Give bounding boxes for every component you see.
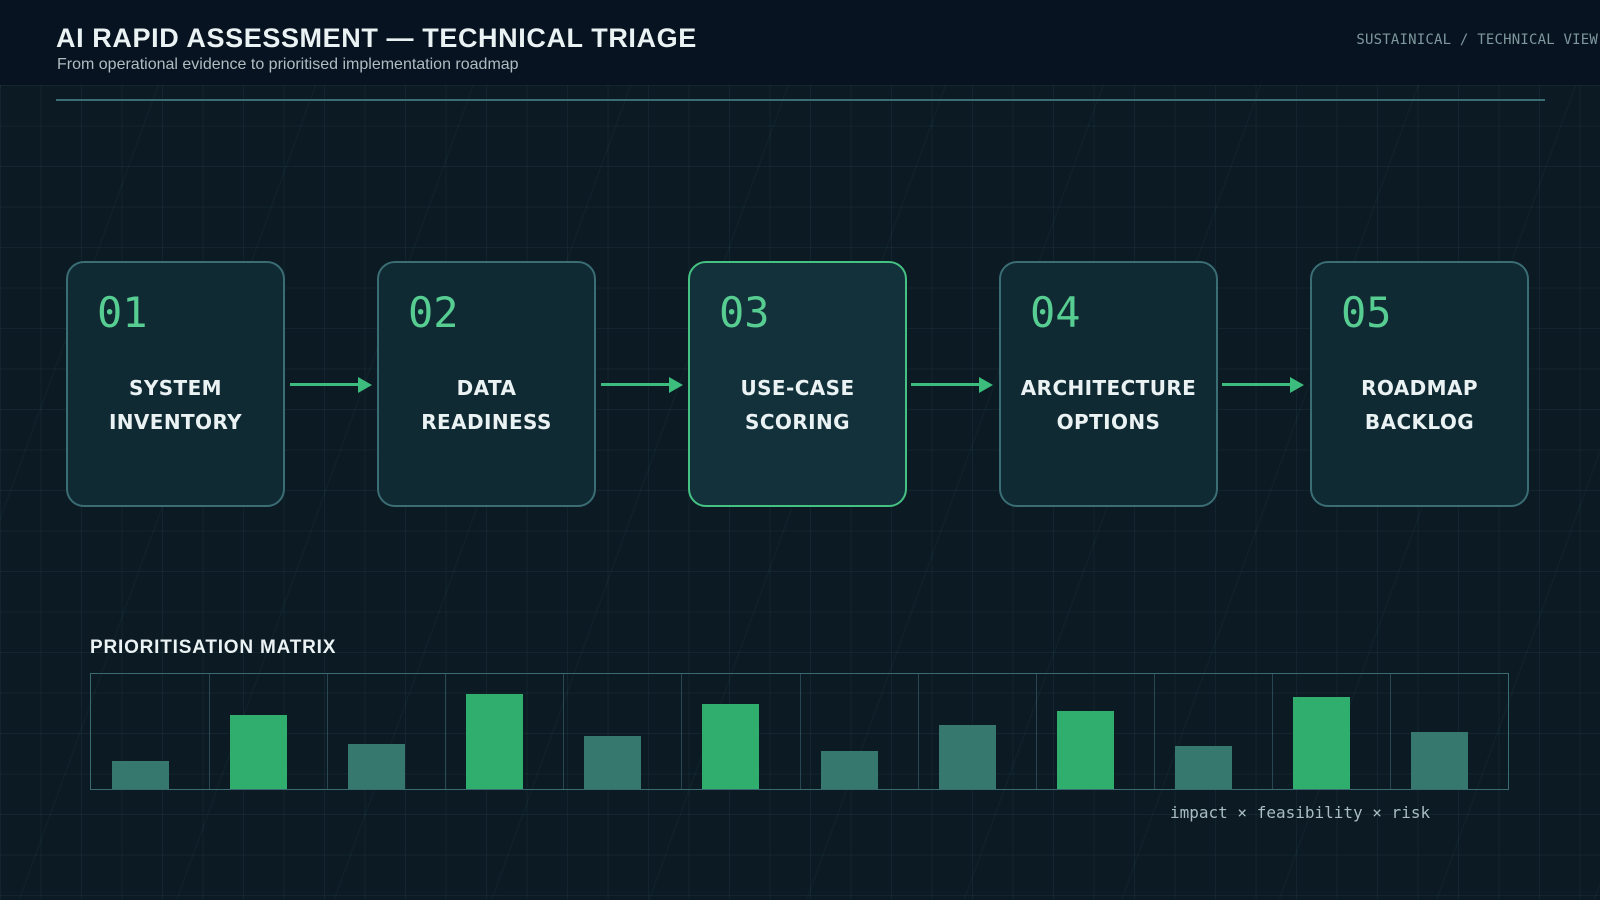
flow-step[interactable]: 02 DATA READINESS — [377, 261, 596, 507]
step-label: ARCHITECTURE OPTIONS — [1020, 376, 1197, 434]
page-subtitle: From operational evidence to prioritised… — [57, 56, 519, 73]
chart-cell-divider — [327, 674, 329, 789]
matrix-bar — [348, 744, 406, 789]
header-divider — [56, 99, 1545, 101]
corner-tag: SUSTAINICAL / TECHNICAL VIEW — [1356, 32, 1598, 48]
chart-cell-divider — [209, 674, 211, 789]
matrix-section-title: PRIORITISATION MATRIX — [90, 637, 337, 658]
matrix-bar — [466, 693, 524, 789]
flow-step[interactable]: 04 ARCHITECTURE OPTIONS — [999, 261, 1218, 507]
step-label: SYSTEM INVENTORY — [108, 376, 243, 434]
matrix-caption: impact × feasibility × risk — [1170, 803, 1431, 822]
chart-cell-divider — [1035, 674, 1037, 789]
matrix-chart — [90, 673, 1509, 790]
matrix-bar — [230, 715, 288, 789]
chart-cell-divider — [1271, 674, 1273, 789]
header-band — [0, 0, 1600, 85]
chart-cell-divider — [1389, 674, 1391, 789]
chart-cell-divider — [917, 674, 919, 789]
matrix-bar — [584, 736, 642, 789]
flow-step[interactable]: 01 SYSTEM INVENTORY — [66, 261, 285, 507]
chart-cell-divider — [445, 674, 447, 789]
step-label: USE-CASE SCORING — [740, 376, 855, 434]
step-number: 04 — [1030, 288, 1081, 337]
page-title: AI RAPID ASSESSMENT — TECHNICAL TRIAGE — [56, 23, 697, 53]
chart-cell-divider — [563, 674, 565, 789]
chart-cell-divider — [799, 674, 801, 789]
flow-arrow-icon — [1222, 376, 1304, 393]
matrix-bar — [1174, 746, 1232, 789]
matrix-bar — [938, 724, 996, 789]
step-number: 05 — [1341, 288, 1392, 337]
matrix-bar — [702, 703, 760, 789]
step-number: 03 — [719, 288, 770, 337]
step-number: 02 — [408, 288, 459, 337]
matrix-bar — [1056, 710, 1114, 789]
step-label: DATA READINESS — [421, 376, 552, 434]
chart-cell-divider — [1153, 674, 1155, 789]
flow-arrow-icon — [601, 376, 683, 393]
step-label: ROADMAP BACKLOG — [1361, 376, 1478, 434]
chart-cell-divider — [681, 674, 683, 789]
matrix-bar — [820, 751, 878, 789]
flow-step[interactable]: 05 ROADMAP BACKLOG — [1310, 261, 1529, 507]
process-flow: 01 SYSTEM INVENTORY 02 DATA READINESS 03… — [66, 261, 1529, 507]
matrix-bar — [112, 761, 169, 789]
step-number: 01 — [97, 288, 148, 337]
flow-step[interactable]: 03 USE-CASE SCORING — [688, 261, 907, 507]
matrix-bar — [1410, 731, 1468, 789]
matrix-bar — [1292, 697, 1350, 789]
flow-arrow-icon — [911, 376, 993, 393]
flow-arrow-icon — [290, 376, 372, 393]
